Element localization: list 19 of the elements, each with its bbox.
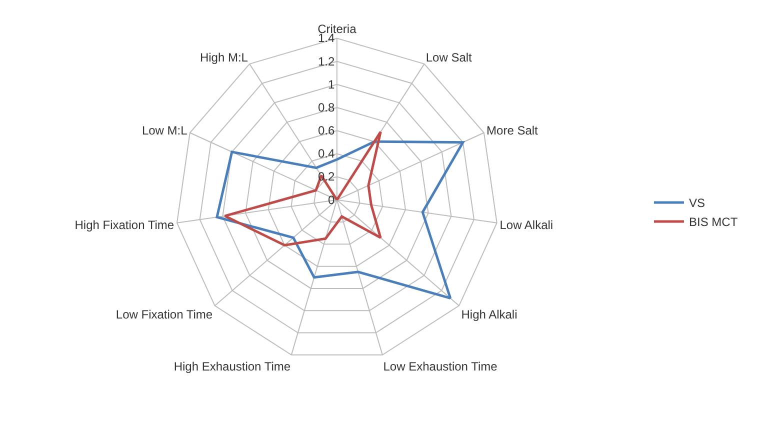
y-tick-label: 0.8 xyxy=(318,100,335,114)
y-tick-label: 0 xyxy=(328,192,335,207)
spoke-label: High M:L xyxy=(200,50,248,65)
legend-label: VS xyxy=(688,196,705,210)
spoke-label: High Exhaustion Time xyxy=(174,359,291,374)
y-tick-label: 1 xyxy=(328,77,335,92)
spoke-label: Low Exhaustion Time xyxy=(383,359,498,374)
spoke-label: Low Fixation Time xyxy=(116,308,213,322)
spoke-label: More Salt xyxy=(486,123,539,138)
y-tick-label: 1.2 xyxy=(318,54,335,68)
y-tick-label: 0.2 xyxy=(318,170,335,184)
legend-label: BIS MCT xyxy=(688,215,738,230)
spoke-label: High Fixation Time xyxy=(74,218,174,232)
y-tick-label: 0.6 xyxy=(318,124,335,138)
spoke-label: Low M:L xyxy=(142,123,188,138)
y-tick-label: 0.4 xyxy=(318,146,335,161)
spoke-label: High Alkali xyxy=(461,308,518,322)
spoke-label: Low Salt xyxy=(426,50,473,65)
spoke-label: Low Alkali xyxy=(500,218,554,232)
